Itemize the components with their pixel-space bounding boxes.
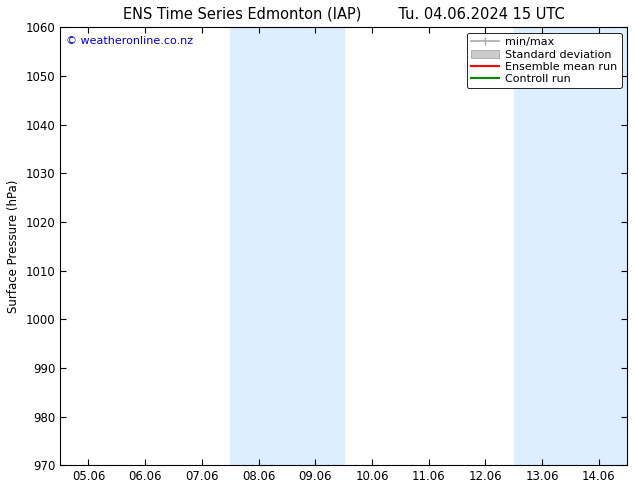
Bar	[230, 27, 344, 465]
Y-axis label: Surface Pressure (hPa): Surface Pressure (hPa)	[7, 179, 20, 313]
Text: © weatheronline.co.nz: © weatheronline.co.nz	[66, 36, 193, 46]
Bar	[514, 27, 627, 465]
Legend: min/max, Standard deviation, Ensemble mean run, Controll run: min/max, Standard deviation, Ensemble me…	[467, 33, 621, 88]
Title: ENS Time Series Edmonton (IAP)        Tu. 04.06.2024 15 UTC: ENS Time Series Edmonton (IAP) Tu. 04.06…	[123, 7, 564, 22]
